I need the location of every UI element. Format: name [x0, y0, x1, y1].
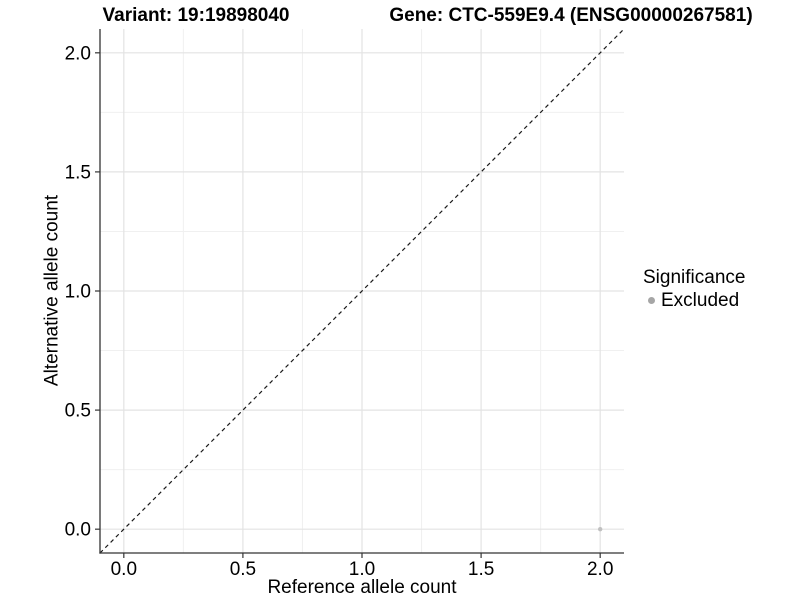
legend: Significance Excluded [643, 266, 745, 312]
legend-key-dot-icon [648, 297, 655, 304]
y-tick-label: 1.5 [65, 162, 91, 183]
y-tick-label: 0.5 [65, 401, 91, 422]
variant-title: Variant: 19:19898040 [102, 5, 290, 26]
x-axis-title: Reference allele count [267, 577, 457, 598]
y-tick-label: 1.0 [65, 282, 91, 303]
x-tick-label: 1.0 [349, 559, 375, 580]
legend-title: Significance [643, 267, 746, 288]
legend-item-excluded: Excluded [643, 289, 745, 312]
y-tick-label: 2.0 [65, 43, 91, 64]
x-tick-label: 2.0 [587, 559, 613, 580]
x-tick-label: 1.5 [468, 559, 494, 580]
legend-item-label: Excluded [661, 290, 740, 311]
gene-title: Gene: CTC-559E9.4 (ENSG00000267581) [389, 5, 753, 26]
identity-line [99, 28, 625, 554]
x-tick-label: 0.0 [111, 559, 137, 580]
y-tick-label: 0.0 [65, 520, 91, 541]
x-tick-label: 0.5 [230, 559, 256, 580]
data-point [597, 526, 603, 532]
y-axis-title: Alternative allele count [41, 194, 63, 387]
